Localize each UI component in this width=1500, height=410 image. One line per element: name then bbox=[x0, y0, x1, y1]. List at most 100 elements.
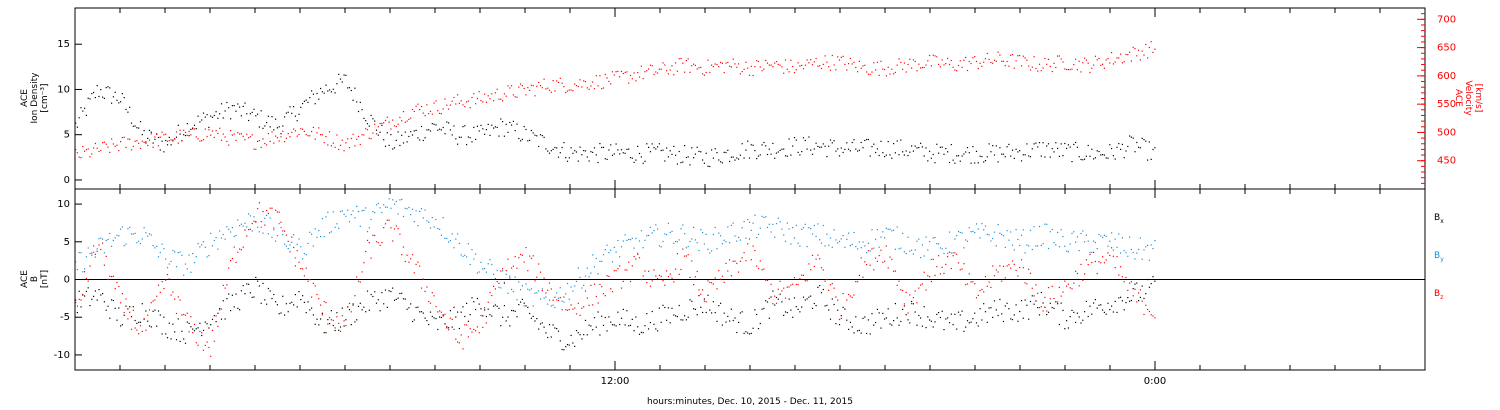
density-point bbox=[637, 145, 639, 147]
bz-point bbox=[285, 234, 287, 236]
bx-point bbox=[592, 329, 594, 331]
bx-point bbox=[271, 297, 273, 300]
bz-point bbox=[966, 283, 969, 285]
velocity-point bbox=[303, 130, 305, 132]
by-point bbox=[210, 232, 212, 234]
by-point bbox=[781, 228, 783, 230]
bz-point bbox=[840, 317, 842, 319]
bx-point bbox=[736, 331, 738, 334]
bz-point bbox=[1080, 263, 1082, 266]
by-point bbox=[1069, 243, 1071, 245]
bx-point bbox=[869, 333, 871, 335]
density-point bbox=[363, 117, 365, 119]
by-point bbox=[988, 234, 990, 236]
density-point bbox=[175, 136, 178, 138]
bz-point bbox=[734, 260, 736, 262]
density-point bbox=[1141, 137, 1143, 139]
density-point bbox=[1125, 150, 1127, 152]
by-point bbox=[653, 230, 655, 232]
density-point bbox=[195, 128, 197, 130]
bz-point bbox=[233, 246, 235, 248]
bz-point bbox=[478, 332, 480, 334]
by-point bbox=[231, 227, 233, 229]
velocity-point bbox=[757, 60, 760, 63]
bz-point bbox=[721, 275, 723, 277]
by-point bbox=[590, 272, 592, 274]
density-point bbox=[1047, 143, 1050, 145]
density-point bbox=[451, 134, 453, 136]
by-point bbox=[419, 210, 421, 212]
by-point bbox=[959, 231, 961, 234]
velocity-point bbox=[406, 120, 408, 122]
bx-point bbox=[437, 328, 439, 331]
bz-point bbox=[172, 291, 174, 293]
by-point bbox=[766, 226, 769, 228]
velocity-point bbox=[539, 85, 542, 87]
velocity-point bbox=[1055, 66, 1057, 69]
density-point bbox=[849, 150, 851, 152]
bz-point bbox=[437, 311, 439, 313]
bz-point bbox=[583, 306, 585, 308]
bz-point bbox=[381, 241, 383, 244]
bz-point bbox=[397, 228, 399, 230]
bx-point bbox=[258, 285, 260, 287]
b-tick-label: -5 bbox=[60, 312, 70, 323]
bz-point bbox=[1098, 261, 1100, 263]
bx-point bbox=[914, 311, 916, 313]
bz-point bbox=[439, 310, 441, 312]
bx-point bbox=[275, 301, 277, 303]
velocity-point bbox=[411, 108, 414, 111]
by-point bbox=[538, 290, 540, 292]
bz-point bbox=[320, 304, 322, 306]
density-point bbox=[1028, 155, 1030, 157]
bx-point bbox=[568, 344, 570, 346]
bz-point bbox=[887, 267, 889, 269]
by-point bbox=[1060, 229, 1062, 231]
density-point bbox=[222, 117, 224, 119]
density-point bbox=[1121, 143, 1123, 145]
velocity-point bbox=[664, 64, 666, 66]
density-point bbox=[565, 157, 567, 159]
density-point bbox=[930, 157, 932, 159]
bz-point bbox=[788, 286, 790, 288]
by-point bbox=[857, 248, 859, 250]
bx-point bbox=[997, 314, 999, 317]
bx-point bbox=[460, 311, 462, 313]
bx-point bbox=[390, 290, 392, 293]
bz-point bbox=[267, 212, 269, 214]
by-point bbox=[866, 252, 868, 254]
bz-point bbox=[1102, 256, 1104, 258]
velocity-point bbox=[765, 59, 767, 62]
velocity-point bbox=[678, 58, 680, 60]
density-point bbox=[422, 139, 424, 142]
density-point bbox=[231, 105, 233, 107]
bz-point bbox=[893, 270, 895, 272]
bz-point bbox=[826, 278, 828, 281]
density-point bbox=[1129, 135, 1131, 137]
bx-point bbox=[559, 340, 561, 342]
bx-point bbox=[457, 311, 459, 313]
velocity-point bbox=[476, 97, 478, 100]
density-point bbox=[406, 141, 408, 143]
velocity-point bbox=[1035, 67, 1037, 70]
velocity-point bbox=[152, 146, 154, 148]
density-point bbox=[442, 126, 444, 129]
density-point bbox=[305, 99, 307, 101]
by-point bbox=[449, 240, 451, 242]
bx-point bbox=[76, 312, 78, 314]
bz-point bbox=[831, 283, 833, 285]
velocity-point bbox=[981, 65, 983, 67]
bz-point bbox=[399, 233, 401, 235]
bx-point bbox=[687, 316, 689, 318]
velocity-point bbox=[684, 71, 686, 73]
by-point bbox=[721, 243, 723, 245]
bx-point bbox=[1087, 315, 1089, 318]
bz-point bbox=[235, 261, 237, 263]
by-point bbox=[786, 222, 788, 224]
bz-point bbox=[352, 303, 354, 305]
by-point bbox=[579, 276, 581, 278]
bz-point bbox=[700, 293, 702, 295]
by-point bbox=[366, 231, 369, 233]
velocity-point bbox=[687, 58, 689, 60]
bx-point bbox=[1132, 288, 1134, 290]
